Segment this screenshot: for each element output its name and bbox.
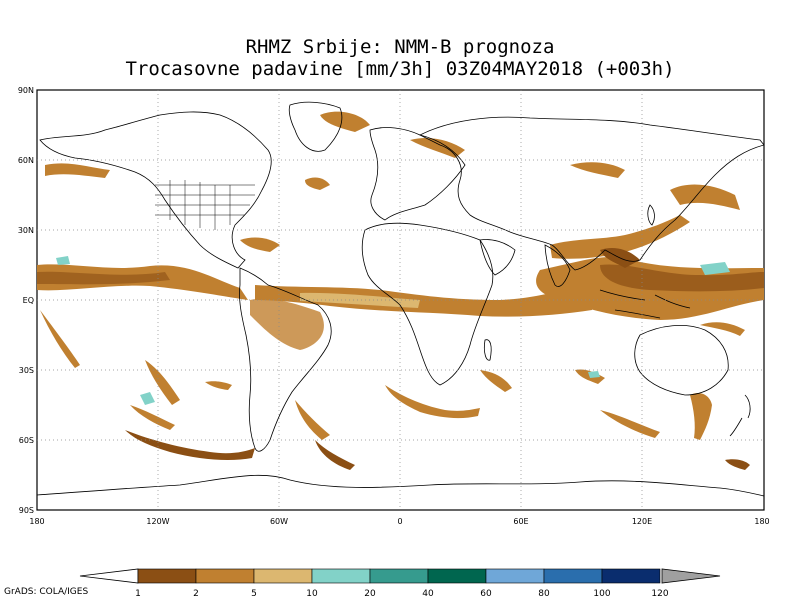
lon-label: 120E bbox=[632, 517, 652, 526]
legend-color-box bbox=[601, 568, 661, 584]
legend-tick-label: 20 bbox=[364, 589, 376, 599]
legend-color-box bbox=[137, 568, 197, 584]
legend-over-triangle bbox=[661, 568, 721, 584]
lon-label: 60W bbox=[270, 517, 288, 526]
legend-color-box bbox=[311, 568, 371, 584]
precipitation-field bbox=[37, 111, 764, 470]
lat-label: EQ bbox=[23, 296, 34, 305]
legend-color-box bbox=[543, 568, 603, 584]
lat-label: 30S bbox=[19, 366, 34, 375]
lon-label: 120W bbox=[146, 517, 169, 526]
lon-label: 180 bbox=[754, 517, 769, 526]
legend-tick-label: 5 bbox=[251, 589, 257, 599]
credit-text: GrADS: COLA/IGES bbox=[4, 587, 89, 597]
legend-color-box bbox=[485, 568, 545, 584]
lat-label: 60N bbox=[18, 156, 34, 165]
legend-color-box bbox=[427, 568, 487, 584]
coastlines bbox=[37, 101, 764, 497]
lat-label: 90S bbox=[19, 506, 34, 515]
lon-label: 0 bbox=[397, 517, 402, 526]
lat-label: 30N bbox=[18, 226, 34, 235]
legend-tick-label: 60 bbox=[480, 589, 492, 599]
legend-color-box bbox=[253, 568, 313, 584]
legend-tick-label: 100 bbox=[593, 589, 610, 599]
legend-tick-label: 120 bbox=[651, 589, 668, 599]
legend-tick-label: 80 bbox=[538, 589, 550, 599]
legend-under-triangle bbox=[79, 568, 139, 584]
map-subtitle: Trocasovne padavine [mm/3h] 03Z04MAY2018… bbox=[125, 58, 675, 80]
lat-label: 60S bbox=[19, 436, 34, 445]
lon-label: 180 bbox=[29, 517, 44, 526]
lat-label: 90N bbox=[18, 86, 34, 95]
legend-color-box bbox=[369, 568, 429, 584]
lon-label: 60E bbox=[513, 517, 528, 526]
legend-tick-label: 40 bbox=[422, 589, 434, 599]
color-legend: 1 2 5 10 20 40 60 80 100 120 bbox=[79, 568, 721, 599]
map-title: RHMZ Srbije: NMM-B prognoza bbox=[245, 36, 555, 58]
legend-tick-label: 2 bbox=[193, 589, 199, 599]
legend-color-box bbox=[195, 568, 255, 584]
legend-tick-label: 10 bbox=[306, 589, 318, 599]
legend-tick-label: 1 bbox=[135, 589, 141, 599]
